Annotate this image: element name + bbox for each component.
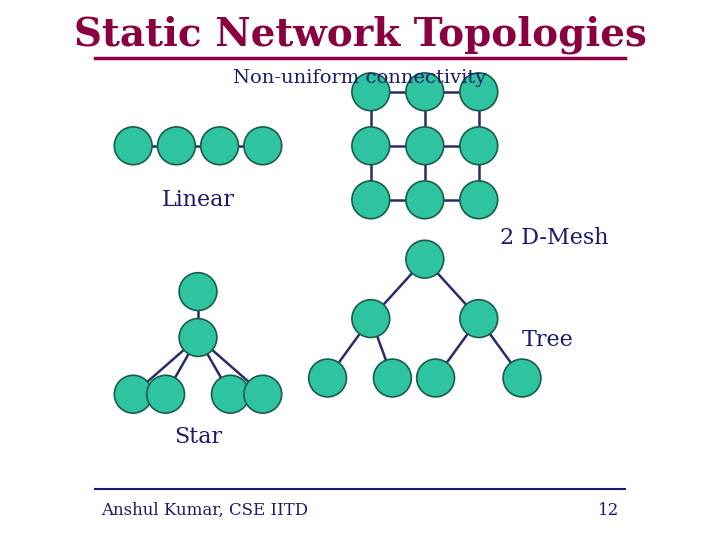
Circle shape xyxy=(352,73,390,111)
Circle shape xyxy=(374,359,411,397)
Circle shape xyxy=(352,181,390,219)
Circle shape xyxy=(212,375,249,413)
Text: Linear: Linear xyxy=(161,189,235,211)
Circle shape xyxy=(114,375,152,413)
Circle shape xyxy=(352,300,390,338)
Circle shape xyxy=(201,127,238,165)
Circle shape xyxy=(460,73,498,111)
Circle shape xyxy=(179,319,217,356)
Circle shape xyxy=(460,300,498,338)
Circle shape xyxy=(406,240,444,278)
Circle shape xyxy=(309,359,346,397)
Text: Non-uniform connectivity: Non-uniform connectivity xyxy=(233,69,487,87)
Text: Tree: Tree xyxy=(522,329,574,351)
Circle shape xyxy=(503,359,541,397)
Circle shape xyxy=(158,127,195,165)
Circle shape xyxy=(244,375,282,413)
Circle shape xyxy=(417,359,454,397)
Text: Anshul Kumar, CSE IITD: Anshul Kumar, CSE IITD xyxy=(101,502,308,519)
Circle shape xyxy=(352,127,390,165)
Circle shape xyxy=(460,181,498,219)
Circle shape xyxy=(406,181,444,219)
Circle shape xyxy=(460,127,498,165)
Circle shape xyxy=(114,127,152,165)
Circle shape xyxy=(244,127,282,165)
Text: Star: Star xyxy=(174,427,222,448)
Text: Static Network Topologies: Static Network Topologies xyxy=(73,16,647,55)
Circle shape xyxy=(147,375,184,413)
Text: 12: 12 xyxy=(598,502,619,519)
Circle shape xyxy=(406,73,444,111)
Circle shape xyxy=(406,127,444,165)
Text: 2 D-Mesh: 2 D-Mesh xyxy=(500,227,609,248)
Circle shape xyxy=(179,273,217,310)
